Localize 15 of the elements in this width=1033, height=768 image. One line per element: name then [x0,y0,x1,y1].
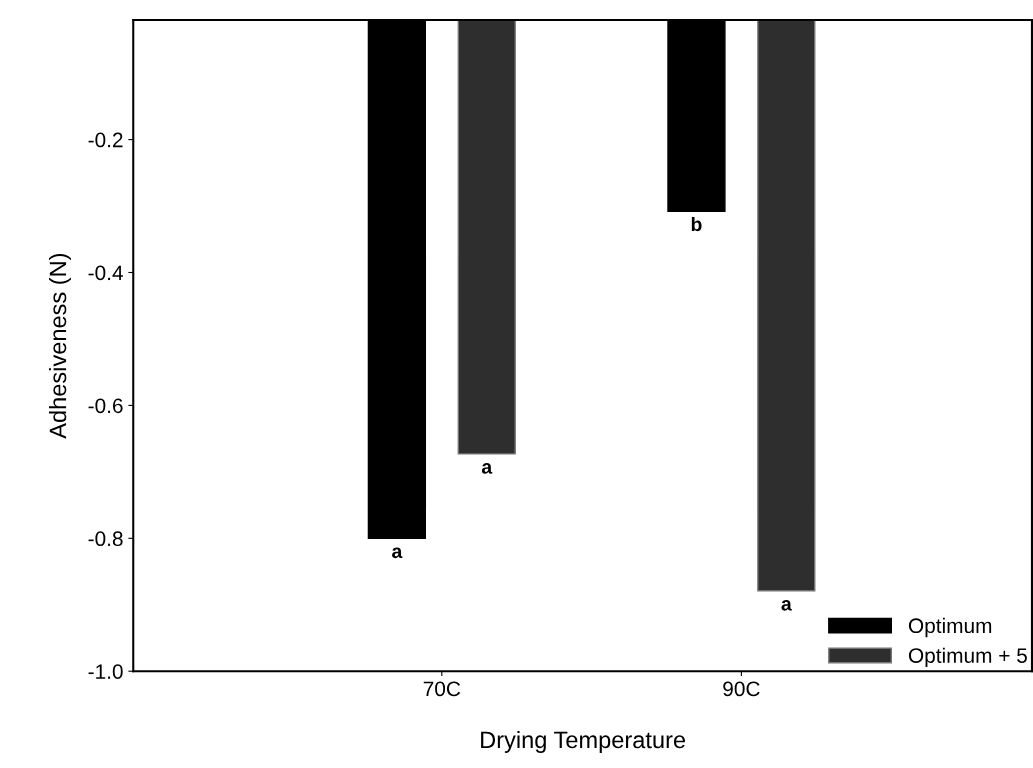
legend-label: Optimum [908,617,992,638]
legend-label: Optimum + 5 [908,647,1027,668]
y-tick-label: -1.0 [88,664,123,679]
x-tick-label: 90C [723,681,760,697]
y-tick-label: -0.4 [88,265,123,281]
data-label: a [392,547,403,559]
data-label: b [691,216,702,232]
data-label: a [781,600,792,611]
y-axis-title: Adhesiveness (N) [48,253,71,439]
y-tick-label: -0.6 [88,398,123,414]
y-tick-label: -0.8 [88,531,123,547]
x-axis-title: Drying Temperature [481,730,686,753]
data-label: a [481,463,493,474]
y-tick-label: -0.2 [88,132,123,148]
x-tick-label: 70C [423,681,461,697]
